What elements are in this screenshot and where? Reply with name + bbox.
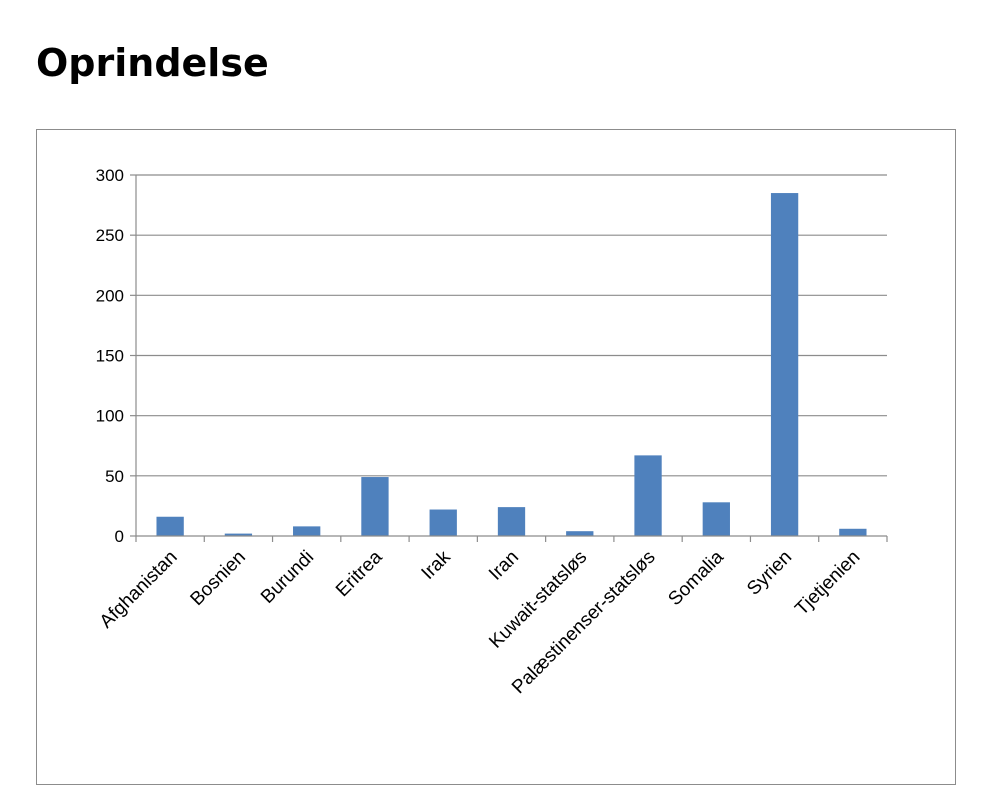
- category-label: Burundi: [257, 547, 318, 608]
- category-label: Bosnien: [187, 547, 250, 610]
- chart-frame: [36, 129, 956, 785]
- category-label: Somalia: [664, 546, 728, 610]
- bar: [566, 531, 594, 536]
- bar: [224, 533, 253, 536]
- bars: [156, 193, 867, 537]
- bar: [702, 502, 730, 536]
- y-tick-labels: 0 50 100 150 200 250 300: [96, 166, 124, 546]
- category-label: Eritrea: [332, 546, 387, 601]
- axes: [130, 174, 888, 542]
- bar: [770, 193, 799, 537]
- y-tick-label: 100: [96, 407, 124, 426]
- bar: [156, 516, 184, 536]
- y-tick-label: 200: [96, 286, 124, 305]
- category-label: Iran: [485, 547, 523, 585]
- bar: [634, 455, 662, 536]
- bar: [497, 507, 526, 536]
- category-labels: Afghanistan Bosnien Burundi Eritrea Irak Iran…: [96, 546, 865, 698]
- category-label: Palæstinenser-statsløs: [508, 547, 659, 698]
- y-tick-label: 250: [96, 226, 124, 245]
- y-tick-label: 0: [115, 527, 124, 546]
- category-label: Syrien: [743, 547, 796, 600]
- category-label: Tjetjenien: [791, 547, 864, 620]
- bar: [839, 528, 867, 536]
- y-tick-label: 150: [96, 347, 124, 366]
- page-title: Oprindelse: [36, 41, 269, 85]
- bar: [429, 509, 457, 536]
- gridlines: [136, 174, 887, 477]
- bar: [293, 526, 321, 536]
- category-label: Afghanistan: [96, 547, 182, 633]
- bar: [361, 477, 389, 536]
- y-tick-label: 300: [96, 166, 124, 185]
- y-tick-label: 50: [105, 467, 124, 486]
- category-label: Irak: [418, 546, 456, 584]
